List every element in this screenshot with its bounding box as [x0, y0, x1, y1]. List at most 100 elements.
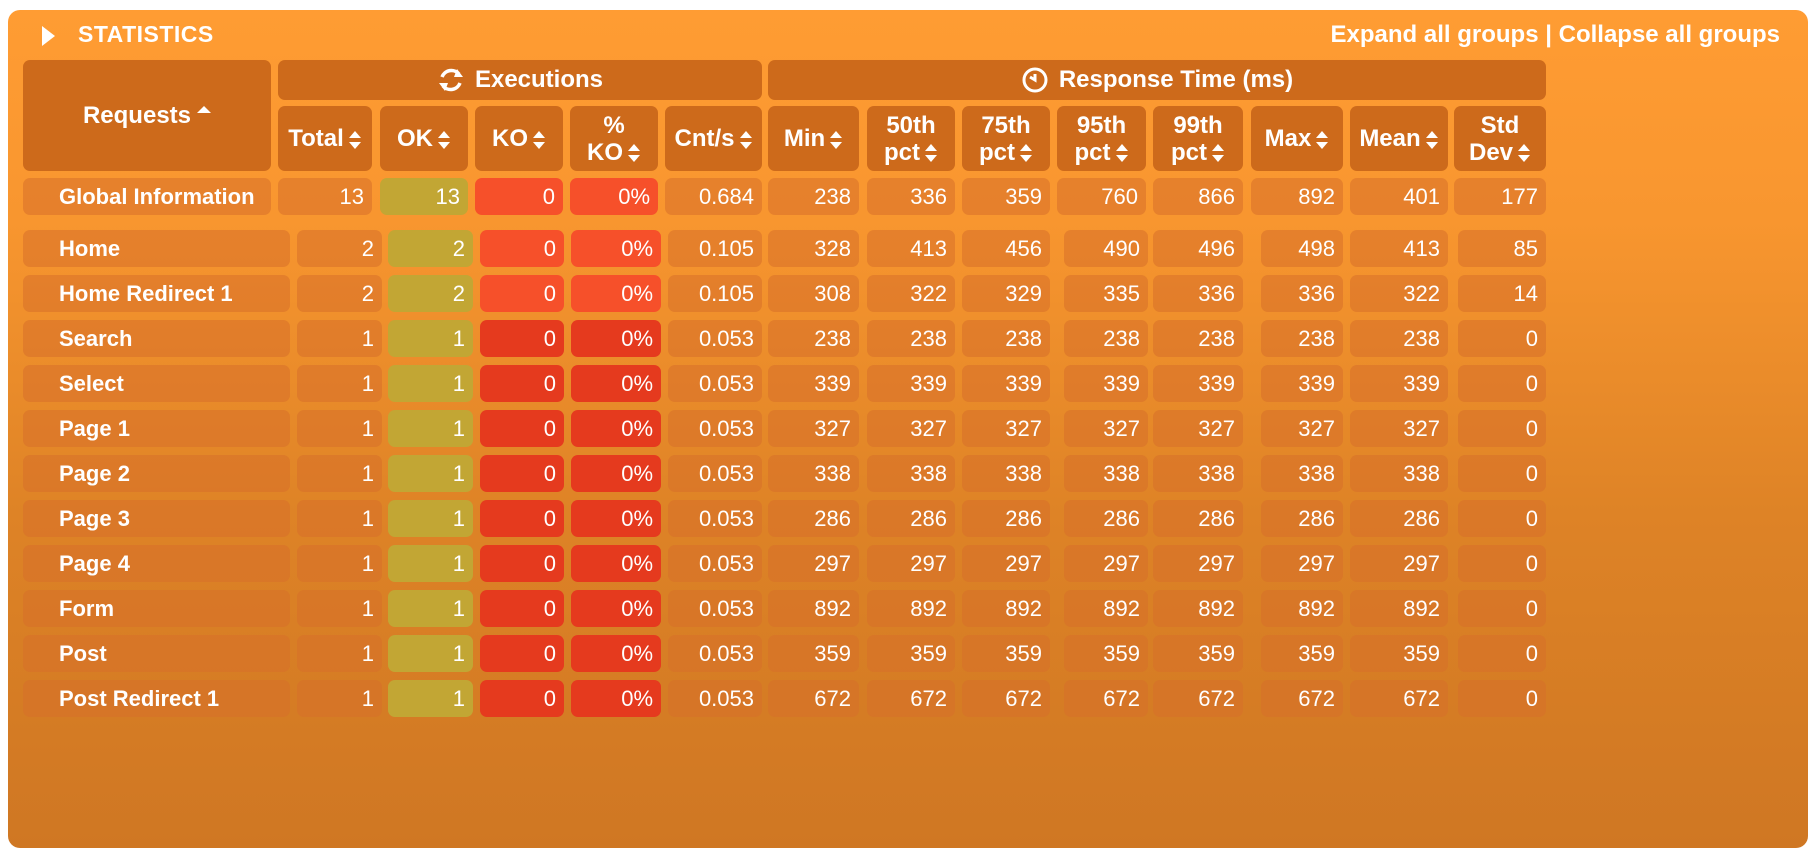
cell-ko: 0: [480, 455, 564, 492]
request-name[interactable]: Form: [23, 590, 290, 627]
clock-icon: [1022, 67, 1048, 93]
cell-p95: 359: [1064, 635, 1148, 672]
col-p50-header[interactable]: 50th pct: [867, 106, 955, 171]
request-name[interactable]: Search: [23, 320, 290, 357]
col-p95-header[interactable]: 95th pct: [1057, 106, 1146, 171]
cell-cnt: 0.053: [668, 365, 762, 402]
cell-p75: 672: [962, 680, 1050, 717]
col-p99-header[interactable]: 99th pct: [1153, 106, 1243, 171]
request-name[interactable]: Global Information: [23, 178, 271, 215]
executions-label: Executions: [474, 66, 604, 93]
cell-p99: 359: [1153, 635, 1243, 672]
cell-total: 1: [297, 365, 382, 402]
cell-mean: 297: [1350, 545, 1448, 582]
request-name[interactable]: Select: [23, 365, 290, 402]
cell-p99: 238: [1153, 320, 1243, 357]
header-text: KO: [492, 125, 528, 152]
cell-mean: 892: [1350, 590, 1448, 627]
header-text: Dev: [1468, 138, 1514, 166]
cell-total: 1: [297, 545, 382, 582]
request-name[interactable]: Post: [23, 635, 290, 672]
col-ok-header[interactable]: OK: [380, 106, 468, 171]
collapse-all-groups-link[interactable]: Collapse all groups: [1558, 21, 1780, 48]
cell-ok: 1: [388, 680, 473, 717]
header-text: Mean: [1359, 125, 1421, 152]
header-text-line2: pct: [979, 139, 1033, 166]
cell-p50: 892: [867, 590, 955, 627]
cell-std: 0: [1458, 545, 1546, 582]
header-text: KO: [587, 138, 623, 166]
cell-p95: 238: [1064, 320, 1148, 357]
cell-max: 238: [1261, 320, 1343, 357]
cell-p95: 338: [1064, 455, 1148, 492]
col-total-header[interactable]: Total: [278, 106, 372, 171]
col-p75-header[interactable]: 75th pct: [962, 106, 1050, 171]
panel-title: STATISTICS: [78, 21, 214, 47]
request-name[interactable]: Page 2: [23, 455, 290, 492]
cell-p99: 892: [1153, 590, 1243, 627]
header-text-line2: pct: [1171, 139, 1225, 166]
cell-p95: 760: [1057, 178, 1146, 215]
col-ko-header[interactable]: KO: [475, 106, 563, 171]
header-text: pct: [979, 138, 1015, 166]
request-name[interactable]: Home Redirect 1: [23, 275, 290, 312]
col-std-header[interactable]: Std Dev: [1454, 106, 1546, 171]
cell-total: 2: [297, 230, 382, 267]
cell-ko: 0: [480, 230, 564, 267]
cell-max: 498: [1261, 230, 1343, 267]
cell-mean: 238: [1350, 320, 1448, 357]
sort-icon: [628, 144, 641, 163]
col-min-header[interactable]: Min: [768, 106, 859, 171]
col-pct-ko-header[interactable]: % KO: [570, 106, 658, 171]
cell-p99: 286: [1153, 500, 1243, 537]
cell-std: 14: [1458, 275, 1546, 312]
col-total-label: Total: [288, 125, 362, 152]
cell-max: 297: [1261, 545, 1343, 582]
header-text-line2: Dev: [1469, 139, 1531, 166]
cell-p75: 359: [962, 635, 1050, 672]
sort-icon: [1518, 144, 1531, 163]
cell-total: 1: [297, 455, 382, 492]
sort-icon: [925, 144, 938, 163]
cell-p50: 322: [867, 275, 955, 312]
col-mean-header[interactable]: Mean: [1350, 106, 1448, 171]
col-std-label: Std Dev: [1469, 112, 1531, 166]
request-name[interactable]: Home: [23, 230, 290, 267]
cell-p99: 297: [1153, 545, 1243, 582]
header-text-line2: pct: [884, 139, 938, 166]
cell-cnt: 0.053: [668, 500, 762, 537]
cell-p75: 329: [962, 275, 1050, 312]
cell-pct: 0%: [571, 410, 661, 447]
cell-std: 0: [1458, 590, 1546, 627]
request-name[interactable]: Page 4: [23, 545, 290, 582]
header-text: Cnt/s: [674, 125, 735, 152]
cell-p95: 286: [1064, 500, 1148, 537]
cell-pct: 0%: [571, 365, 661, 402]
header-text-line2: KO: [587, 139, 641, 166]
cell-p95: 892: [1064, 590, 1148, 627]
request-name[interactable]: Post Redirect 1: [23, 680, 290, 717]
col-p95-label: 95th pct: [1075, 112, 1129, 166]
sort-icon: [1212, 144, 1225, 163]
col-cnt-header[interactable]: Cnt/s: [665, 106, 762, 171]
cell-cnt: 0.684: [665, 178, 762, 215]
col-min-label: Min: [784, 125, 843, 152]
statistics-titlebar: STATISTICS Expand all groups | Collapse …: [8, 10, 1808, 68]
sort-icon: [1425, 130, 1439, 149]
cell-ko: 0: [480, 680, 564, 717]
cell-p75: 339: [962, 365, 1050, 402]
expand-triangle-icon[interactable]: [42, 26, 55, 46]
cell-min: 672: [768, 680, 859, 717]
cell-max: 338: [1261, 455, 1343, 492]
col-max-header[interactable]: Max: [1251, 106, 1343, 171]
request-name[interactable]: Page 3: [23, 500, 290, 537]
cell-ko: 0: [480, 275, 564, 312]
expand-all-groups-link[interactable]: Expand all groups: [1330, 21, 1539, 48]
request-name[interactable]: Page 1: [23, 410, 290, 447]
requests-label: Requests: [82, 102, 192, 129]
cell-pct: 0%: [571, 275, 661, 312]
header-text: pct: [884, 138, 920, 166]
col-requests-header[interactable]: Requests: [23, 60, 271, 171]
cell-ko: 0: [480, 545, 564, 582]
cell-total: 1: [297, 410, 382, 447]
